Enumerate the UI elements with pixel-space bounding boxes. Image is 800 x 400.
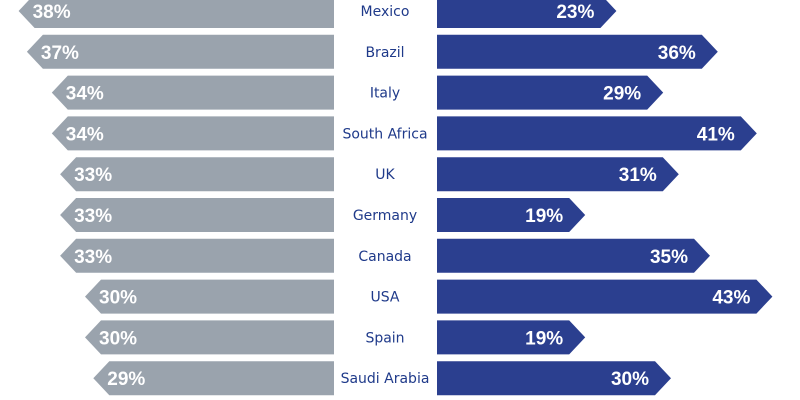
left-bar — [60, 157, 334, 192]
right-value-label: 30% — [611, 369, 649, 390]
left-value-label: 34% — [66, 124, 104, 145]
right-value-label: 31% — [619, 165, 657, 186]
right-bar — [437, 157, 679, 192]
left-bar — [60, 238, 334, 273]
left-bar — [85, 279, 334, 314]
left-value-label: 33% — [74, 247, 112, 268]
right-bar — [437, 0, 617, 28]
left-bar — [60, 198, 334, 232]
category-label: Italy — [370, 86, 400, 102]
left-bar — [18, 0, 334, 28]
right-value-label: 19% — [525, 328, 563, 349]
right-bar — [437, 198, 586, 232]
right-value-label: 36% — [658, 43, 696, 64]
left-value-label: 34% — [66, 84, 104, 105]
left-value-label: 29% — [107, 369, 145, 390]
category-label: Germany — [353, 208, 417, 224]
category-label: South Africa — [342, 126, 427, 142]
left-value-label: 30% — [99, 328, 137, 349]
left-value-label: 33% — [74, 206, 112, 227]
left-value-label: 38% — [33, 2, 71, 23]
left-value-label: 33% — [74, 165, 112, 186]
left-bar — [51, 75, 335, 110]
right-bar — [437, 361, 671, 396]
right-value-label: 41% — [697, 124, 735, 145]
right-value-label: 43% — [712, 288, 750, 309]
right-bar — [437, 320, 586, 355]
category-label: Brazil — [365, 45, 404, 61]
category-label: UK — [375, 167, 395, 183]
right-value-label: 35% — [650, 247, 688, 268]
left-value-label: 37% — [41, 43, 79, 64]
right-value-label: 29% — [603, 84, 641, 105]
category-label: Canada — [358, 249, 411, 265]
category-label: Mexico — [361, 4, 410, 20]
right-bar — [437, 238, 710, 273]
right-series-group: 23% 36% 29% 41% 31% 19% 35% 43% 19% 30% — [437, 0, 773, 396]
left-bar — [93, 361, 334, 396]
left-value-label: 30% — [99, 288, 137, 309]
left-bar — [51, 116, 335, 151]
category-label: Saudi Arabia — [341, 371, 430, 387]
right-bar — [437, 75, 664, 110]
right-value-label: 19% — [525, 206, 563, 227]
right-bar — [437, 34, 718, 69]
left-bar — [26, 34, 335, 69]
left-series-group: 38% 37% 34% 34% 33% 33% 33% 30% 30% 29% — [18, 0, 335, 396]
category-labels-group: Mexico Brazil Italy South Africa UK Germany Ca… — [341, 4, 430, 387]
right-bar — [437, 116, 757, 151]
category-label: USA — [371, 290, 400, 306]
category-label: Spain — [365, 330, 404, 346]
right-bar — [437, 279, 773, 314]
left-bar — [85, 320, 334, 355]
right-value-label: 23% — [556, 2, 594, 23]
